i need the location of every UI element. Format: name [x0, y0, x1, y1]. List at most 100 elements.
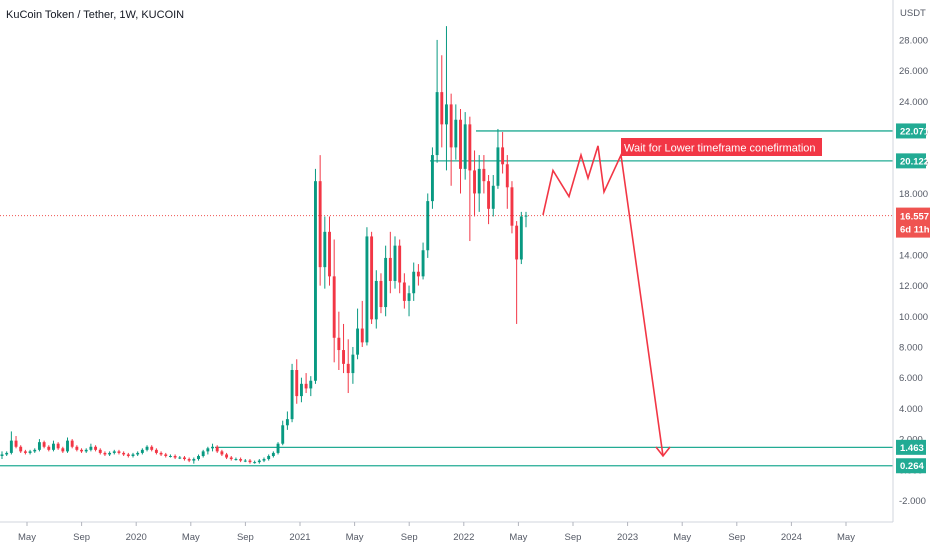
level-price-tag: [896, 439, 926, 455]
level-price-tag-label: 0.264: [900, 461, 924, 472]
x-tick-label: May: [182, 532, 200, 543]
level-price-tag-label: 20.122: [900, 156, 929, 167]
current-price-tag-label: 16.557: [900, 212, 929, 223]
candle-body: [131, 454, 135, 456]
candle-body: [285, 419, 289, 426]
x-tick-label: May: [18, 532, 36, 543]
candle-body: [370, 236, 374, 320]
candle-body: [117, 451, 121, 453]
candle-body: [342, 350, 345, 364]
annotation-box: Wait for Lower timeframe conefirmation: [621, 138, 822, 156]
y-tick-label: 18.000: [899, 189, 928, 200]
candle-body: [159, 452, 163, 455]
candle-body: [309, 380, 313, 389]
candle-body: [337, 337, 341, 351]
y-tick-label: 10.000: [899, 312, 928, 323]
candle-body: [515, 225, 519, 260]
candle-body: [150, 446, 154, 450]
candle-body: [519, 216, 523, 260]
candle-body: [201, 451, 205, 456]
candle-body: [14, 440, 18, 447]
x-tick-label: May: [346, 532, 364, 543]
candle-body: [407, 293, 411, 301]
candle-body: [496, 147, 500, 186]
candle-body: [412, 271, 416, 294]
candle-body: [168, 455, 172, 457]
candle-body: [225, 454, 229, 458]
y-tick-label: 24.000: [899, 97, 928, 108]
y-tick-label: 12.000: [899, 281, 928, 292]
candle-body: [468, 124, 472, 171]
candle-body: [290, 370, 294, 420]
x-tick-label: May: [837, 532, 855, 543]
x-tick-label: Sep: [73, 532, 90, 543]
candle-body: [178, 457, 182, 459]
candle-body: [220, 451, 224, 455]
level-price-tag: [896, 153, 926, 169]
x-tick-label: 2022: [453, 532, 474, 543]
candle-body: [28, 451, 32, 453]
y-tick-label: 14.000: [899, 250, 928, 261]
candle-body: [23, 451, 27, 453]
candle-body: [356, 328, 360, 355]
x-tick-label: 2024: [781, 532, 802, 543]
x-tick-label: 2023: [617, 532, 638, 543]
price-tags: 22.071 20.122 1.463 0.264 16.557 6d 11h: [896, 123, 930, 474]
x-tick-label: May: [509, 532, 527, 543]
candle-body: [239, 459, 243, 461]
candle-body: [510, 187, 514, 226]
candle-body: [501, 147, 505, 165]
candle-body: [398, 245, 402, 283]
candle-body: [80, 449, 83, 452]
candle-body: [197, 455, 200, 460]
candle-body: [271, 452, 275, 456]
candle-body: [374, 280, 378, 320]
candle-body: [384, 257, 388, 308]
level-price-tag: [896, 123, 926, 139]
candles: [0, 26, 528, 464]
candle-body: [393, 245, 397, 281]
candle-body: [267, 455, 271, 460]
candle-body: [487, 181, 491, 209]
x-tick-label: 2020: [126, 532, 147, 543]
y-tick-label: 26.000: [899, 66, 928, 77]
candle-body: [304, 383, 308, 389]
candle-body: [94, 446, 98, 450]
projection-path: [542, 145, 671, 458]
level-price-tag: [896, 458, 926, 474]
candle-body: [477, 168, 481, 194]
candle-body: [5, 452, 9, 455]
level-price-tag-label: 22.071: [900, 126, 930, 137]
annotation-background: [621, 138, 822, 156]
candle-body: [215, 446, 219, 452]
candle-body: [70, 440, 74, 447]
candle-body: [0, 454, 4, 456]
x-tick-label: Sep: [237, 532, 254, 543]
candle-body: [52, 443, 55, 450]
candle-body: [463, 124, 467, 169]
candle-body: [351, 354, 355, 374]
candle-body: [234, 459, 238, 461]
candle-body: [253, 462, 257, 464]
candle-body: [108, 452, 112, 455]
candle-body: [19, 446, 23, 452]
candle-body: [281, 425, 285, 444]
candle-body: [435, 92, 439, 156]
candle-body: [445, 104, 448, 125]
candle-body: [314, 181, 317, 381]
candle-body: [388, 257, 392, 281]
candle-body: [365, 236, 369, 343]
candle-body: [524, 215, 528, 217]
candle-body: [211, 446, 214, 449]
x-axis-ticks: May Sep 2020 May Sep 2021 May Sep 2022 May Sep 2023…: [18, 522, 855, 543]
candle-body: [248, 460, 252, 463]
x-tick-label: Sep: [728, 532, 745, 543]
candle-body: [276, 443, 280, 453]
candle-body: [454, 119, 458, 148]
candle-body: [430, 155, 434, 202]
candle-body: [295, 370, 299, 397]
y-tick-label: 8.000: [899, 342, 923, 353]
level-price-tag-label: 1.463: [900, 443, 924, 454]
